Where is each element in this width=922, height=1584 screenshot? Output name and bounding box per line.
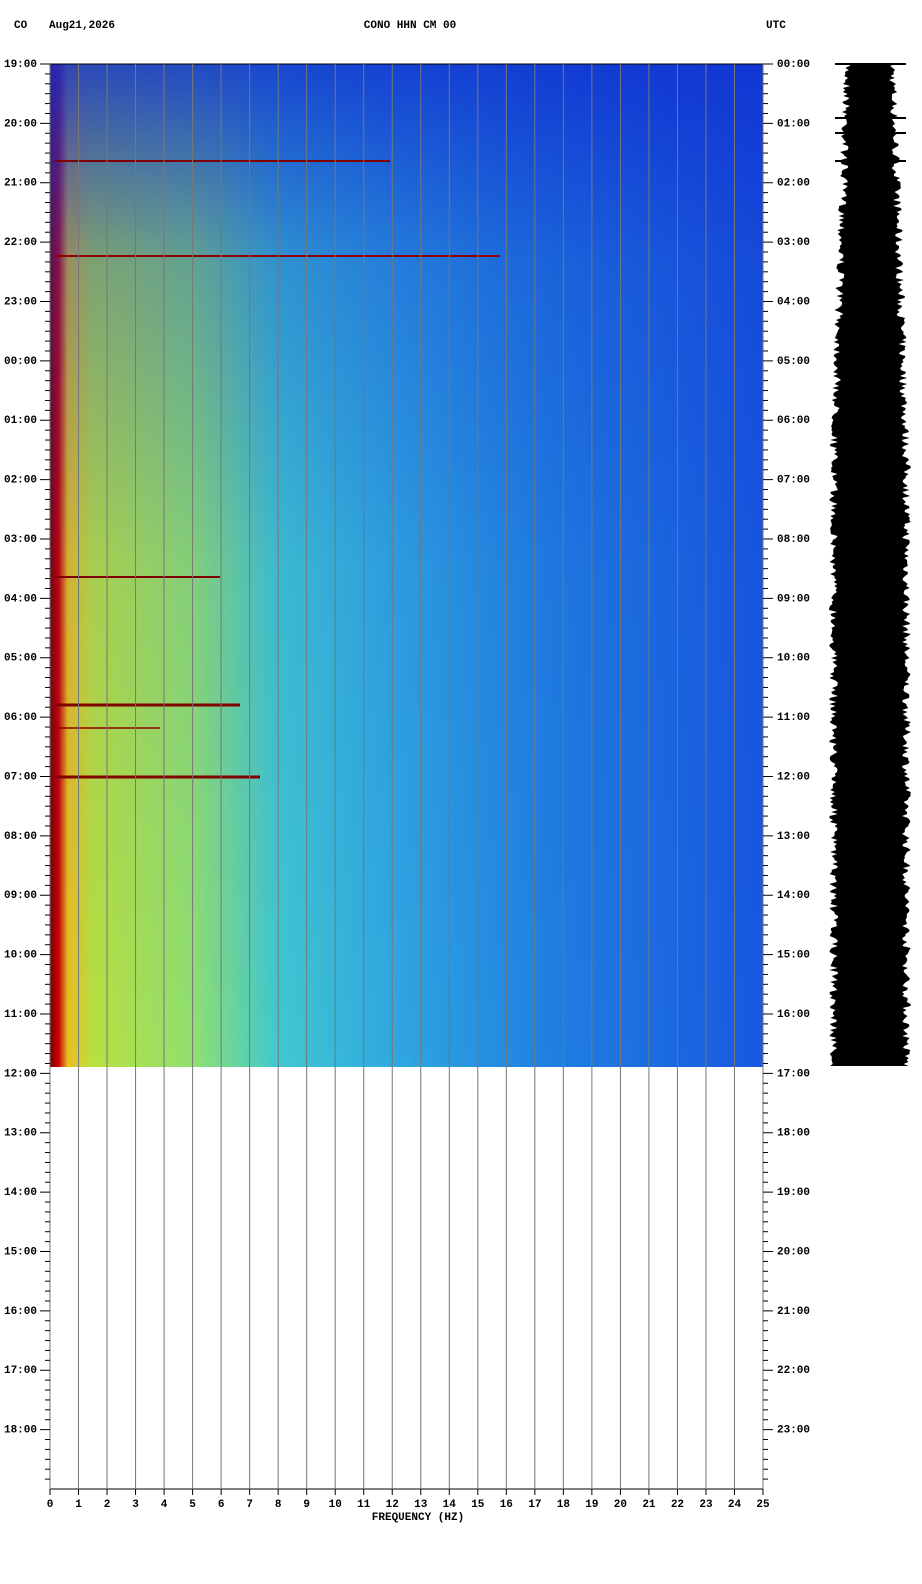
left-time-label: 09:00 bbox=[4, 890, 37, 902]
right-time-label: 16:00 bbox=[777, 1009, 810, 1021]
right-time-label: 18:00 bbox=[777, 1128, 810, 1140]
x-tick-label: 6 bbox=[218, 1499, 225, 1511]
left-time-label: 02:00 bbox=[4, 475, 37, 487]
right-time-label: 17:00 bbox=[777, 1068, 810, 1080]
left-time-label: 05:00 bbox=[4, 653, 37, 665]
right-time-label: 14:00 bbox=[777, 890, 810, 902]
x-tick-label: 3 bbox=[132, 1499, 139, 1511]
right-time-label: 09:00 bbox=[777, 593, 810, 605]
x-tick-label: 13 bbox=[414, 1499, 428, 1511]
right-time-label: 21:00 bbox=[777, 1306, 810, 1318]
spectrum-shade bbox=[50, 64, 763, 1067]
right-time-label: 01:00 bbox=[777, 118, 810, 130]
x-tick-label: 17 bbox=[528, 1499, 541, 1511]
left-time-label: 21:00 bbox=[4, 178, 37, 190]
left-time-label: 16:00 bbox=[4, 1306, 37, 1318]
right-time-label: 23:00 bbox=[777, 1425, 810, 1437]
x-tick-label: 25 bbox=[756, 1499, 770, 1511]
x-tick-label: 23 bbox=[699, 1499, 713, 1511]
left-time-label: 07:00 bbox=[4, 771, 37, 783]
left-time-label: 23:00 bbox=[4, 296, 37, 308]
right-time-label: 08:00 bbox=[777, 534, 810, 546]
x-tick-label: 8 bbox=[275, 1499, 282, 1511]
title: CONO HHN CM 00 bbox=[364, 20, 456, 32]
left-time-label: 06:00 bbox=[4, 712, 37, 724]
x-tick-label: 1 bbox=[75, 1499, 82, 1511]
right-time-label: 06:00 bbox=[777, 415, 810, 427]
network: CO bbox=[14, 20, 28, 32]
spectrogram-image bbox=[50, 64, 763, 1067]
x-tick-label: 15 bbox=[471, 1499, 485, 1511]
left-time-label: 08:00 bbox=[4, 831, 37, 843]
left-time-label: 17:00 bbox=[4, 1365, 37, 1377]
left-time-label: 18:00 bbox=[4, 1425, 37, 1437]
x-tick-label: 12 bbox=[386, 1499, 399, 1511]
x-tick-label: 0 bbox=[47, 1499, 54, 1511]
x-tick-label: 10 bbox=[329, 1499, 342, 1511]
left-time-label: 03:00 bbox=[4, 534, 37, 546]
seismogram-trace bbox=[829, 64, 911, 1066]
left-time-label: 15:00 bbox=[4, 1246, 37, 1258]
date: Aug21,2026 bbox=[49, 20, 115, 32]
timezone: UTC bbox=[766, 20, 786, 32]
x-tick-label: 4 bbox=[161, 1499, 168, 1511]
x-tick-label: 11 bbox=[357, 1499, 371, 1511]
left-time-label: 20:00 bbox=[4, 118, 37, 130]
left-time-label: 01:00 bbox=[4, 415, 37, 427]
right-time-label: 00:00 bbox=[777, 59, 810, 71]
right-time-label: 15:00 bbox=[777, 950, 810, 962]
left-time-label: 12:00 bbox=[4, 1068, 37, 1080]
x-tick-label: 24 bbox=[728, 1499, 742, 1511]
right-time-label: 13:00 bbox=[777, 831, 810, 843]
x-tick-label: 7 bbox=[246, 1499, 253, 1511]
x-tick-label: 18 bbox=[557, 1499, 571, 1511]
right-time-label: 12:00 bbox=[777, 771, 810, 783]
right-time-label: 20:00 bbox=[777, 1246, 810, 1258]
right-time-label: 03:00 bbox=[777, 237, 810, 249]
x-tick-label: 22 bbox=[671, 1499, 684, 1511]
left-time-label: 14:00 bbox=[4, 1187, 37, 1199]
x-tick-label: 20 bbox=[614, 1499, 627, 1511]
right-time-label: 10:00 bbox=[777, 653, 810, 665]
right-time-label: 19:00 bbox=[777, 1187, 810, 1199]
left-time-label: 19:00 bbox=[4, 59, 37, 71]
x-tick-label: 16 bbox=[500, 1499, 513, 1511]
right-time-label: 07:00 bbox=[777, 475, 810, 487]
x-tick-label: 9 bbox=[303, 1499, 310, 1511]
right-time-label: 11:00 bbox=[777, 712, 810, 724]
x-tick-label: 5 bbox=[189, 1499, 196, 1511]
x-tick-label: 14 bbox=[443, 1499, 457, 1511]
right-time-label: 02:00 bbox=[777, 178, 810, 190]
left-time-label: 00:00 bbox=[4, 356, 37, 368]
x-axis-label: FREQUENCY (HZ) bbox=[372, 1512, 464, 1524]
x-tick-label: 19 bbox=[585, 1499, 598, 1511]
left-time-label: 13:00 bbox=[4, 1128, 37, 1140]
x-tick-label: 21 bbox=[642, 1499, 656, 1511]
x-tick-label: 2 bbox=[104, 1499, 111, 1511]
right-time-label: 22:00 bbox=[777, 1365, 810, 1377]
left-time-label: 11:00 bbox=[4, 1009, 37, 1021]
left-time-label: 10:00 bbox=[4, 950, 37, 962]
right-time-label: 05:00 bbox=[777, 356, 810, 368]
left-time-label: 22:00 bbox=[4, 237, 37, 249]
right-time-label: 04:00 bbox=[777, 296, 810, 308]
left-time-label: 04:00 bbox=[4, 593, 37, 605]
